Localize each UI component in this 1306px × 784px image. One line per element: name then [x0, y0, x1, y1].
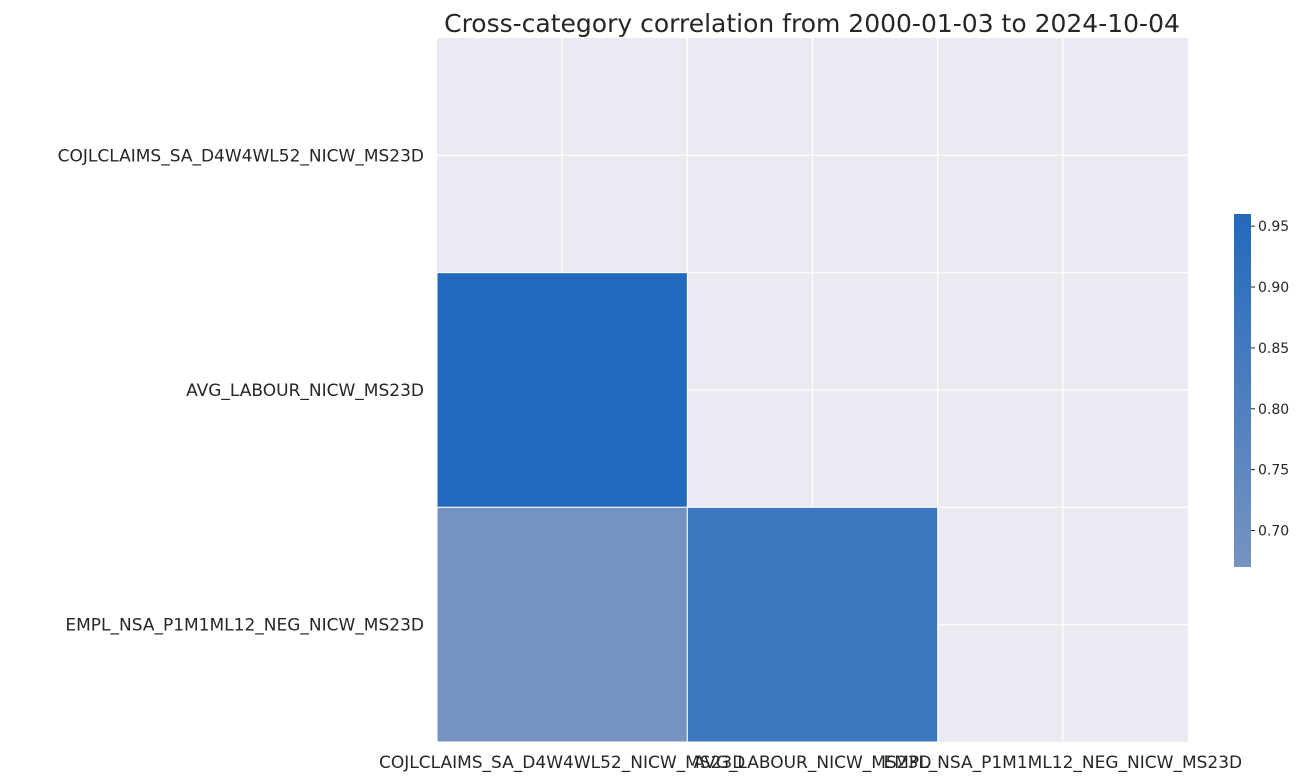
y-tick-label: EMPL_NSA_P1M1ML12_NEG_NICW_MS23D	[65, 616, 424, 636]
y-tick-labels: COJLCLAIMS_SA_D4W4WL52_NICW_MS23D AVG_LAB…	[58, 146, 424, 635]
colorbar-ticks: 0.70 0.75 0.80 0.85 0.90 0.95	[1251, 219, 1289, 539]
y-tick-label: AVG_LABOUR_NICW_MS23D	[186, 381, 424, 401]
heatmap-cell	[436, 506, 688, 743]
colorbar-tick-label: 0.85	[1258, 341, 1289, 357]
heatmap-cell	[686, 506, 939, 743]
colorbar-tick-label: 0.80	[1258, 402, 1289, 418]
x-tick-label: COJLCLAIMS_SA_D4W4WL52_NICW_MS23D	[379, 753, 745, 773]
colorbar-tick-label: 0.70	[1258, 523, 1289, 539]
colorbar-tick-label: 0.95	[1258, 219, 1289, 235]
x-tick-label: AVG_LABOUR_NICW_MS23D	[694, 753, 932, 773]
x-tick-labels: COJLCLAIMS_SA_D4W4WL52_NICW_MS23DAVG_LAB…	[379, 753, 1242, 773]
colorbar	[1234, 214, 1251, 567]
colorbar-tick-label: 0.75	[1258, 463, 1289, 479]
heatmap-cells	[436, 272, 939, 743]
colorbar-tick-label: 0.90	[1258, 280, 1289, 296]
x-tick-label: EMPL_NSA_P1M1ML12_NEG_NICW_MS23D	[884, 753, 1243, 773]
heatmap-cell	[436, 272, 688, 508]
chart-title: Cross-category correlation from 2000-01-…	[444, 9, 1180, 38]
y-tick-label: COJLCLAIMS_SA_D4W4WL52_NICW_MS23D	[58, 146, 424, 166]
